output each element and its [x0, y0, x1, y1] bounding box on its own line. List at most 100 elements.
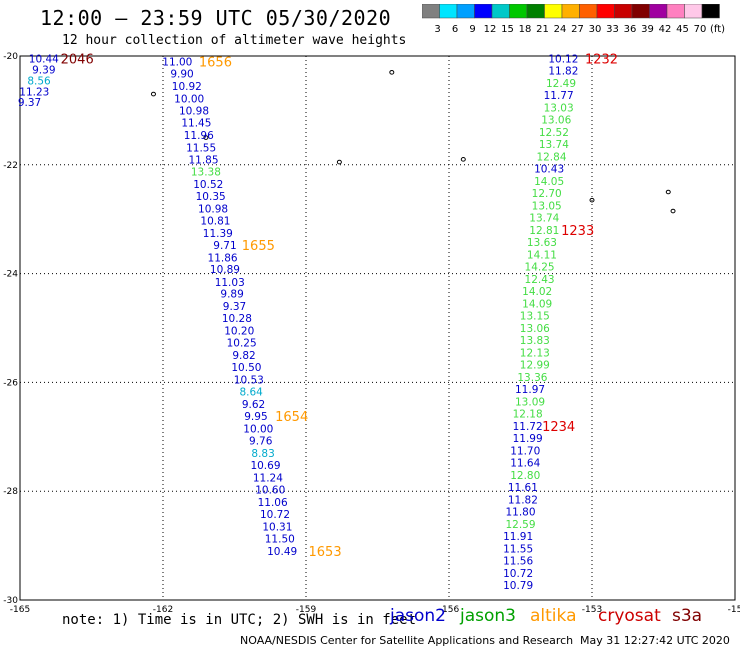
timestamp: May 31 12:27:42 UTC 2020 [580, 634, 730, 647]
colorbar-label: 42 [659, 24, 672, 35]
swh-value: 12.70 [532, 188, 562, 200]
swh-value: 10.25 [227, 338, 257, 350]
chart-title: 12:00 — 23:59 UTC 05/30/2020 [40, 6, 392, 30]
swh-value: 9.82 [232, 350, 255, 362]
colorbar-swatch [456, 4, 475, 19]
swh-value: 13.63 [527, 237, 557, 249]
swh-value: 11.24 [253, 473, 283, 485]
swh-value: 11.39 [203, 228, 233, 240]
swh-value: 13.74 [539, 139, 569, 151]
swh-value: 12.52 [539, 127, 569, 139]
swh-value: 10.31 [262, 522, 292, 534]
y-tick-label: -20 [3, 52, 18, 62]
swh-value: 11.61 [508, 482, 538, 494]
colorbar-swatch [544, 4, 563, 19]
legend-jason3: jason3 [460, 606, 516, 626]
swh-value: 12.43 [525, 274, 555, 286]
swh-value: 12.84 [536, 152, 566, 164]
time-label: 1232 [585, 53, 618, 68]
colorbar-swatch [631, 4, 650, 19]
island-marker [336, 159, 342, 165]
swh-value: 13.36 [517, 372, 547, 384]
swh-value: 10.12 [548, 54, 578, 66]
colorbar-swatch [596, 4, 615, 19]
swh-value: 11.03 [215, 277, 245, 289]
swh-value: 11.55 [503, 543, 533, 555]
colorbar-label: 6 [452, 24, 458, 35]
swh-value: 9.95 [244, 411, 267, 423]
swh-points: 10.449.398.5611.239.3711.009.9010.9210.0… [18, 54, 579, 592]
swh-value: 10.98 [198, 203, 228, 215]
swh-value: 10.50 [231, 362, 261, 374]
island-marker [670, 208, 676, 214]
y-tick-label: -24 [3, 270, 18, 280]
swh-value: 10.44 [29, 54, 59, 66]
swh-value: 10.28 [222, 313, 252, 325]
x-tick-label: -15 [728, 605, 740, 615]
time-labels: 2046 1656 1655 1654 1653 1232 1233 1234 [61, 53, 618, 560]
colorbar-label: 15 [501, 24, 514, 35]
swh-value: 10.72 [503, 568, 533, 580]
colorbar-label: 45 [676, 24, 689, 35]
swh-value: 14.02 [522, 286, 552, 298]
swh-value: 13.03 [544, 103, 574, 115]
swh-value: 10.92 [172, 81, 202, 93]
colorbar-label: 24 [554, 24, 567, 35]
time-label: 1653 [309, 545, 342, 560]
colorbar-label: 33 [606, 24, 619, 35]
legend-cryosat: cryosat [598, 606, 661, 626]
swh-value: 10.00 [243, 424, 273, 436]
colorbar-label: 18 [519, 24, 532, 35]
chart-subtitle: 12 hour collection of altimeter wave hei… [62, 33, 407, 48]
colorbar-swatch [666, 4, 685, 19]
time-label: 2046 [61, 53, 94, 68]
colorbar-swatch [526, 4, 545, 19]
swh-value: 10.49 [267, 546, 297, 558]
swh-value: 11.64 [510, 457, 540, 469]
swh-value: 11.72 [513, 421, 543, 433]
swh-value: 13.05 [532, 201, 562, 213]
swh-value: 10.35 [196, 191, 226, 203]
swh-value: 12.18 [513, 408, 543, 420]
grid-lines [20, 56, 735, 600]
legend-altika: altika [530, 606, 577, 626]
legend-s3a: s3a [672, 606, 703, 626]
plot-frame [19, 55, 736, 601]
colorbar-swatch [422, 4, 440, 19]
time-label: 1655 [242, 239, 275, 254]
swh-value: 8.83 [251, 448, 274, 460]
colorbar-label: 9 [469, 24, 475, 35]
island-marker [665, 189, 671, 195]
y-tick-label: -22 [3, 161, 18, 171]
colorbar-legend: 3 6 9 12 15 18 21 24 27 30 33 36 39 42 45 70 (ft) [422, 4, 725, 35]
colorbar-swatch [474, 4, 493, 19]
time-label: 1233 [561, 224, 594, 239]
swh-value: 10.81 [200, 215, 230, 227]
swh-value: 12.13 [520, 347, 550, 359]
island-marker [589, 197, 595, 203]
swh-value: 9.62 [242, 399, 265, 411]
swh-value: 9.39 [32, 65, 55, 77]
swh-value: 11.45 [181, 117, 211, 129]
swh-value: 14.25 [525, 262, 555, 274]
swh-value: 11.82 [508, 494, 538, 506]
y-tick-label: -28 [3, 487, 18, 497]
swh-value: 11.23 [19, 86, 49, 98]
island-markers [150, 70, 676, 214]
swh-value: 14.11 [527, 250, 557, 262]
time-label: 1654 [275, 410, 308, 425]
swh-value: 14.05 [534, 176, 564, 188]
swh-value: 11.77 [544, 90, 574, 102]
swh-value: 11.80 [505, 506, 535, 518]
swh-value: 11.70 [510, 445, 540, 457]
swh-value: 10.72 [260, 509, 290, 521]
colorbar-label: 36 [624, 24, 637, 35]
colorbar-label: 39 [641, 24, 654, 35]
time-label: 1234 [542, 420, 575, 435]
swh-value: 13.74 [529, 213, 559, 225]
swh-value: 11.50 [265, 534, 295, 546]
colorbar-swatch [684, 4, 703, 19]
legend-jason2: jason2 [390, 606, 446, 626]
